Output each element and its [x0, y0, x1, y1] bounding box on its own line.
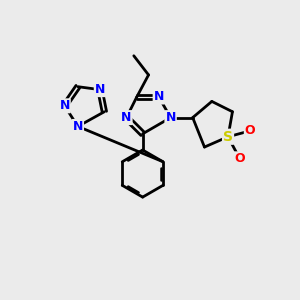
Text: N: N: [73, 120, 83, 133]
Text: O: O: [235, 152, 245, 165]
Text: N: N: [95, 83, 105, 96]
Text: O: O: [245, 124, 255, 137]
Text: N: N: [154, 91, 164, 103]
Text: N: N: [121, 111, 132, 124]
Text: N: N: [59, 99, 70, 112]
Text: S: S: [223, 130, 233, 144]
Text: N: N: [165, 111, 176, 124]
